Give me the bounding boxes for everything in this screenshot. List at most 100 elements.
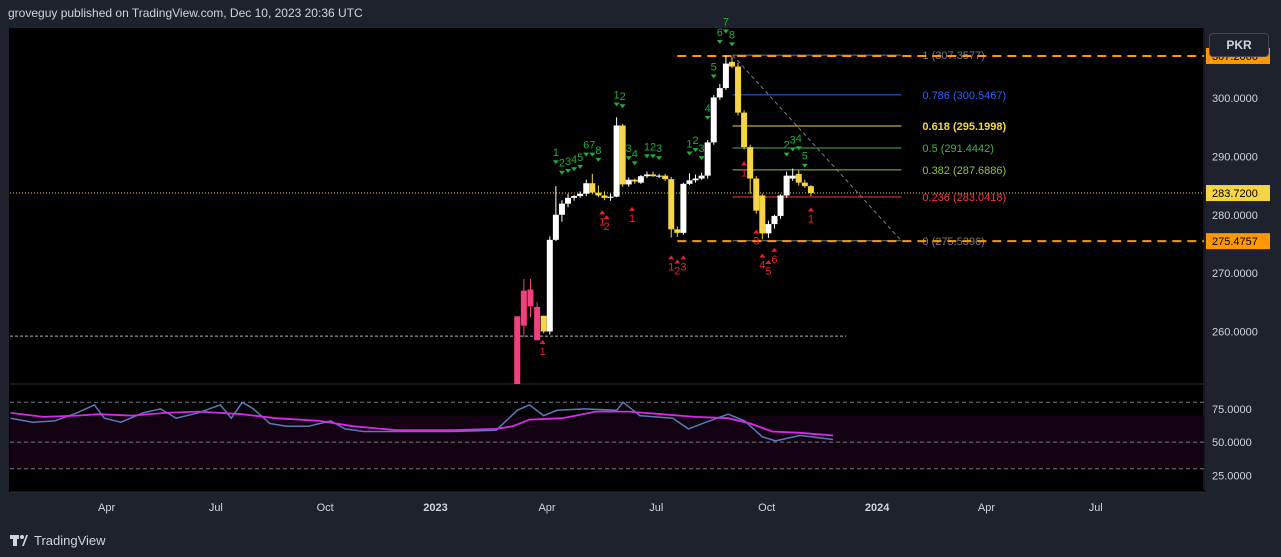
td-sell-count: 5 — [711, 61, 717, 73]
fib-level-label: 0.236 (283.0418) — [922, 192, 1006, 204]
candle-body — [643, 174, 650, 177]
td-sell-arrow — [716, 40, 723, 45]
td-sell-count: 2 — [650, 141, 656, 153]
td-sell-arrow — [583, 152, 590, 157]
price-axis-label: 270.0000 — [1212, 268, 1258, 280]
price-axis-label: 290.0000 — [1212, 151, 1258, 163]
td-buy-arrow — [741, 161, 748, 166]
candle-body — [558, 203, 565, 215]
td-buy-count: 2 — [674, 265, 680, 277]
fib-level-label: 0.5 (291.4442) — [922, 143, 994, 155]
fib-level-label: 0.382 (287.6886) — [922, 165, 1006, 177]
td-sell-count: 5 — [802, 151, 808, 163]
td-sell-arrow — [625, 156, 632, 161]
candle-body — [801, 182, 808, 187]
candle-body — [613, 125, 620, 197]
td-sell-arrow — [698, 156, 705, 161]
td-sell-arrow — [552, 160, 559, 165]
candle-body — [577, 193, 584, 197]
price-axis-label: 260.0000 — [1212, 326, 1258, 338]
td-sell-count: 4 — [796, 133, 802, 145]
candle-body — [534, 306, 541, 341]
td-buy-arrow — [680, 255, 687, 260]
candle-body — [728, 61, 735, 67]
rsi-axis-label: 25.0000 — [1212, 470, 1252, 482]
candle-body — [692, 178, 699, 181]
candle-body — [753, 178, 760, 211]
td-buy-arrow — [807, 207, 814, 212]
time-axis-label: Jul — [209, 502, 223, 514]
currency-button[interactable]: PKR — [1209, 33, 1269, 57]
td-sell-arrow — [619, 104, 626, 109]
td-sell-count: 5 — [577, 152, 583, 164]
candle-body — [656, 175, 663, 177]
td-sell-count: 4 — [705, 103, 711, 115]
td-buy-count: 1 — [540, 346, 546, 358]
td-buy-arrow — [668, 255, 675, 260]
td-sell-count: 6 — [583, 140, 589, 152]
time-axis-label: Apr — [978, 502, 995, 514]
td-sell-arrow — [692, 147, 699, 152]
candle-body — [619, 125, 626, 185]
candle-body — [777, 195, 784, 216]
candle-body — [759, 195, 766, 234]
td-sell-count: 8 — [595, 145, 601, 157]
td-sell-count: 1 — [644, 141, 650, 153]
tradingview-footer[interactable]: TradingView — [10, 531, 106, 549]
candle-body — [710, 97, 717, 143]
candle-body — [637, 176, 644, 183]
td-sell-arrow — [783, 152, 790, 157]
td-buy-arrow — [539, 339, 546, 344]
candle-body — [807, 186, 814, 194]
td-sell-count: 8 — [729, 29, 735, 41]
td-buy-arrow — [771, 247, 778, 252]
td-sell-arrow — [650, 154, 657, 159]
candle-body — [747, 147, 754, 179]
td-buy-count: 5 — [765, 266, 771, 278]
td-buy-arrow — [753, 229, 760, 234]
price-tag-label: 275.4757 — [1212, 236, 1258, 248]
td-buy-arrow — [629, 206, 636, 211]
td-buy-count: 1 — [629, 213, 635, 225]
candle-body — [789, 175, 796, 179]
candle-body — [514, 316, 521, 384]
td-sell-count: 3 — [565, 156, 571, 168]
td-sell-arrow — [613, 102, 620, 107]
candle-body — [662, 175, 669, 180]
td-sell-arrow — [710, 74, 717, 79]
td-buy-arrow — [599, 210, 606, 215]
time-axis-label: Apr — [538, 502, 555, 514]
td-buy-count: 1 — [741, 167, 747, 179]
td-buy-count: 4 — [759, 260, 765, 272]
td-sell-count: 2 — [784, 140, 790, 152]
td-buy-count: 1 — [599, 216, 605, 228]
candle-body — [552, 214, 559, 240]
td-buy-count: 3 — [753, 236, 759, 248]
td-sell-arrow — [686, 151, 693, 156]
td-buy-count: 3 — [680, 261, 686, 273]
td-sell-arrow — [801, 163, 808, 168]
rsi-axis-label: 75.0000 — [1212, 404, 1252, 416]
candle-body — [650, 174, 657, 177]
candle-body — [601, 195, 608, 198]
candle-body — [595, 192, 602, 196]
td-sell-count: 7 — [723, 17, 729, 29]
candle-body — [589, 183, 596, 193]
candle-body — [680, 183, 687, 233]
tradingview-brand-text: TradingView — [34, 532, 106, 548]
td-sell-arrow — [643, 154, 650, 159]
candle-body — [668, 179, 675, 230]
candle-body — [735, 66, 742, 113]
candle-body — [704, 142, 711, 176]
td-sell-count: 3 — [656, 143, 662, 155]
price-tag-box — [1206, 233, 1270, 250]
candle-body — [625, 179, 632, 185]
candle-body — [722, 63, 729, 89]
panel-divider — [10, 28, 1205, 493]
candle-body — [583, 183, 590, 194]
candle-body — [741, 112, 748, 148]
candle-body — [607, 196, 614, 198]
td-buy-arrow — [603, 215, 610, 220]
td-sell-arrow — [789, 147, 796, 152]
